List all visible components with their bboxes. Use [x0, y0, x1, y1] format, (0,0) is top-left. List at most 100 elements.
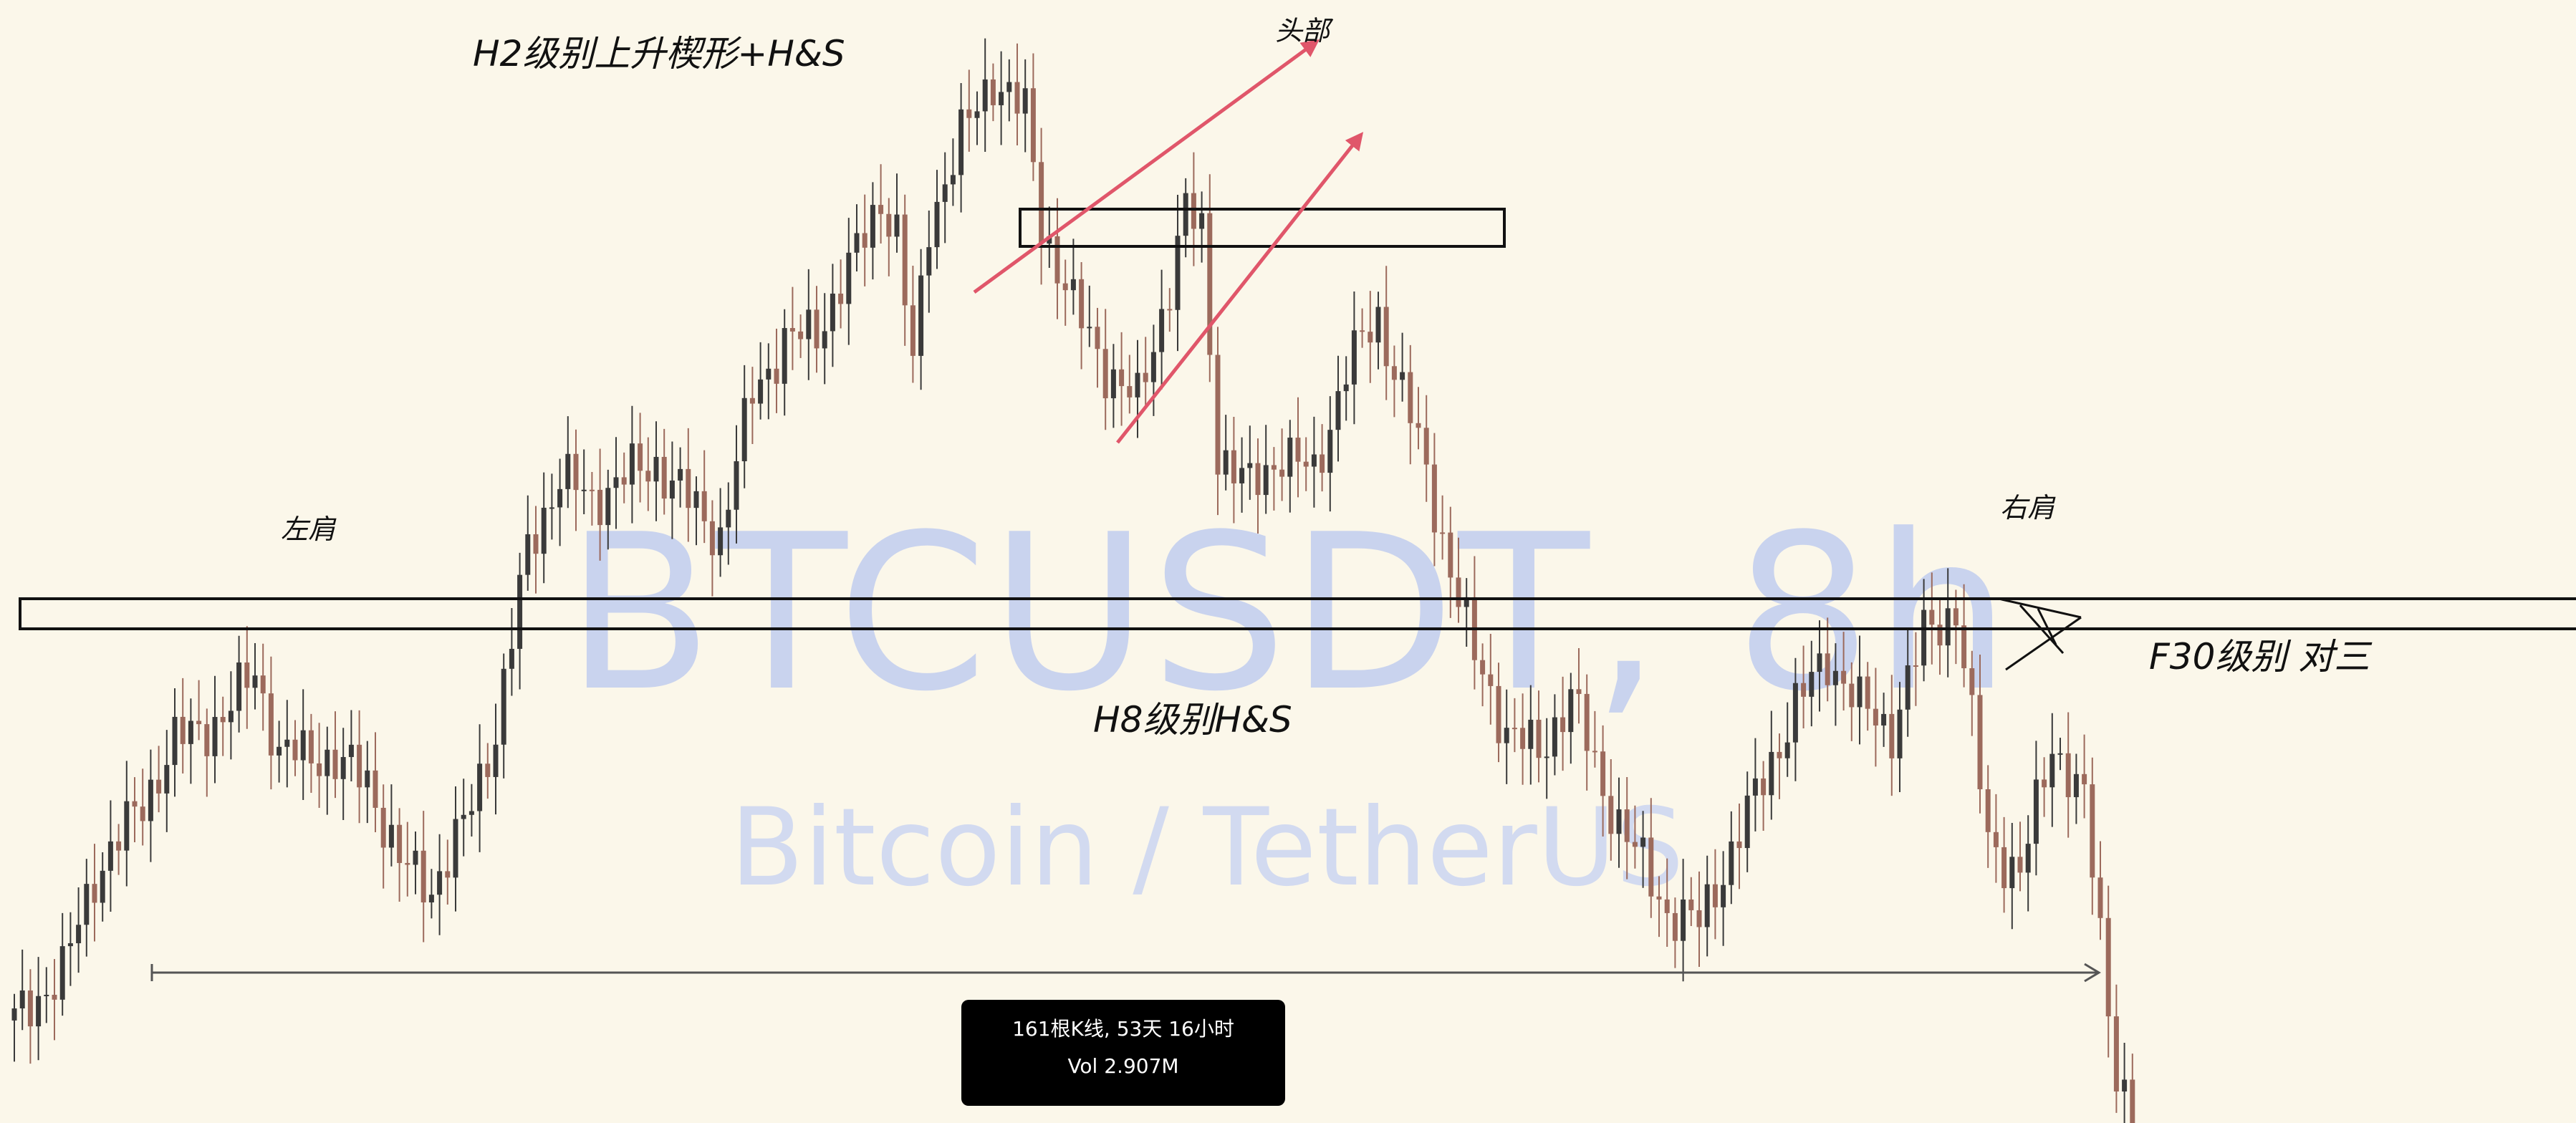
candle-body	[1127, 386, 1133, 397]
candle-body	[1006, 82, 1012, 92]
candle-body	[1552, 717, 1557, 757]
candle-body	[661, 456, 667, 499]
candle-body	[1817, 653, 1822, 673]
candle-body	[1825, 653, 1830, 685]
candle-body	[2122, 1079, 2128, 1091]
candle-body	[686, 468, 691, 509]
candle-body	[188, 720, 193, 744]
candle-body	[380, 807, 386, 848]
candle-body	[1648, 837, 1654, 897]
wedge-upper-arrow[interactable]	[973, 39, 1320, 294]
candle-body	[1744, 795, 1750, 849]
candle-body	[822, 331, 827, 349]
candle-body	[862, 233, 868, 248]
candle-body	[934, 201, 940, 248]
candle-body	[1102, 349, 1108, 399]
candle-body	[1360, 330, 1365, 332]
candle-body	[1993, 832, 1999, 847]
candle-body	[1592, 751, 1597, 753]
right-shoulder-triangle[interactable]	[1998, 597, 2082, 671]
candle-body	[1287, 438, 1293, 477]
candle-body	[918, 275, 924, 356]
candle-body	[926, 247, 932, 276]
candle-body	[1801, 683, 1807, 697]
candle-body	[766, 368, 772, 380]
candle-body	[1512, 728, 1517, 730]
candle-body	[1632, 842, 1638, 847]
candle-body	[59, 946, 65, 1000]
candle-body	[332, 749, 338, 779]
candle-body	[468, 811, 474, 815]
measure-tooltip: 161根K线, 53天 16小时 Vol 2.907M	[961, 1000, 1285, 1106]
candle-body	[1640, 837, 1646, 847]
candle-body	[1480, 660, 1486, 675]
candle-body	[1608, 796, 1614, 834]
candle-body	[172, 716, 178, 766]
candle-body	[107, 841, 113, 871]
neckline-zone-box[interactable]	[19, 597, 2576, 630]
candle-body	[357, 744, 362, 788]
candle-body	[1568, 689, 1574, 733]
candle-body	[605, 488, 611, 526]
measure-range-tool[interactable]	[150, 963, 2101, 983]
candle-body	[557, 488, 563, 508]
candle-body	[92, 884, 97, 903]
candle-body	[268, 693, 274, 756]
candle-body	[2009, 857, 2015, 889]
candle-body	[1865, 676, 1870, 709]
candle-body	[1528, 719, 1534, 749]
candle-body	[806, 309, 812, 339]
candle-body	[549, 507, 554, 509]
candle-body	[180, 716, 186, 744]
candle-body	[1199, 213, 1205, 229]
candle-body	[453, 819, 458, 878]
candle-body	[27, 990, 33, 1027]
candle-body	[1656, 896, 1662, 900]
chart-subtitle-watermark: Bitcoin / TetherUS	[730, 786, 1684, 910]
candle-body	[942, 184, 948, 202]
candle-body	[701, 491, 707, 521]
candle-body	[1792, 683, 1798, 743]
wedge-lower-arrow[interactable]	[1116, 132, 1364, 444]
candle-body	[1496, 685, 1501, 743]
candle-body	[597, 489, 603, 526]
candle-body	[1688, 899, 1694, 910]
candle-body	[1159, 309, 1165, 352]
candle-body	[2130, 1079, 2135, 1123]
candle-body	[718, 527, 724, 556]
candle-body	[613, 477, 619, 488]
candle-body	[1769, 751, 1774, 796]
candle-body	[1752, 778, 1758, 796]
candle-body	[1030, 88, 1036, 163]
candle-body	[428, 895, 434, 902]
candle-body	[2090, 784, 2095, 878]
candle-body	[2049, 753, 2055, 788]
candle-body	[196, 720, 202, 725]
candle-body	[1231, 450, 1236, 483]
candle-body	[2113, 1016, 2119, 1091]
candle-body	[300, 730, 306, 761]
candle-body	[76, 925, 82, 943]
chart-title-watermark: BTCUSDT, 8h	[566, 488, 2014, 738]
candle-body	[140, 806, 145, 821]
candle-body	[525, 534, 531, 575]
candle-body	[1832, 670, 1838, 685]
candle-body	[758, 379, 764, 404]
candle-body	[1777, 751, 1782, 758]
candle-body	[1624, 809, 1630, 842]
candle-body	[1520, 728, 1526, 749]
candle-body	[1913, 665, 1918, 667]
candle-body	[1889, 713, 1895, 758]
candle-body	[1143, 372, 1148, 382]
candle-body	[517, 574, 523, 649]
candle-body	[11, 1008, 17, 1021]
candle-body	[1110, 369, 1116, 399]
head-zone-box[interactable]	[1019, 208, 1506, 248]
candle-body	[1672, 912, 1678, 941]
candle-body	[1263, 465, 1269, 496]
candle-body	[958, 109, 964, 175]
candle-body	[1857, 676, 1863, 708]
candle-body	[1391, 366, 1397, 380]
candle-body	[1696, 910, 1702, 927]
